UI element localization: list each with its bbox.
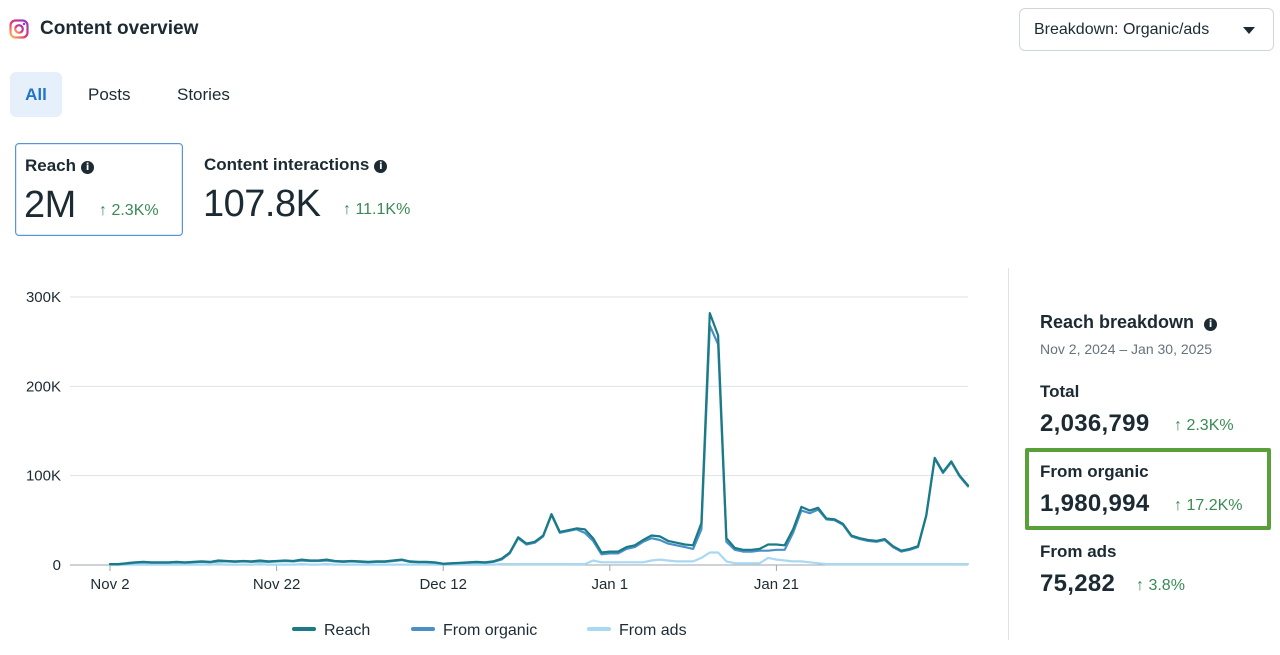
tab-stories[interactable]: Stories — [177, 85, 230, 104]
reach-line-chart: 0 100K 200K 300K Nov 2 Nov 22 Dec 12 Jan 1 Jan … — [26, 289, 970, 639]
reach-metric-title: Reach i — [25, 156, 95, 176]
ads-label: From ads — [1040, 542, 1117, 561]
reach-metric-card[interactable]: Reach i 2M ↑ 2.3K% — [15, 143, 183, 236]
y-tick-label: 200K — [26, 378, 61, 395]
tab-posts[interactable]: Posts — [88, 85, 131, 104]
y-tick-label: 300K — [26, 289, 61, 306]
legend-label[interactable]: From organic — [443, 622, 537, 639]
interactions-metric-card[interactable]: Content interactions i 107.8K ↑ 11.1K% — [196, 143, 436, 236]
organic-label: From organic — [1040, 462, 1149, 481]
info-icon[interactable]: i — [81, 161, 95, 174]
tab-all[interactable]: All — [10, 72, 62, 117]
page-title: Content overview — [40, 18, 199, 39]
series-line-from-organic[interactable] — [108, 324, 970, 566]
reach-metric-delta: ↑ 2.3K% — [99, 202, 159, 219]
x-tick-label: Jan 21 — [754, 576, 799, 593]
y-tick-label: 100K — [26, 468, 61, 485]
interactions-metric-label: Content interactions — [204, 155, 370, 174]
series-line-reach[interactable] — [108, 311, 970, 566]
x-tick-label: Nov 2 — [90, 576, 129, 593]
info-icon[interactable]: i — [1204, 318, 1218, 331]
x-tick-label: Dec 12 — [419, 576, 467, 593]
series-line-from-ads[interactable] — [108, 551, 970, 567]
info-icon[interactable]: i — [374, 160, 388, 173]
x-tick-label: Nov 22 — [253, 576, 301, 593]
breakdown-title-label: Reach breakdown — [1040, 312, 1195, 332]
legend-label[interactable]: From ads — [619, 622, 687, 639]
interactions-metric-title: Content interactions i — [204, 155, 388, 175]
reach-metric-value: 2M — [24, 184, 76, 226]
total-delta: ↑ 2.3K% — [1174, 417, 1234, 434]
panel-divider — [1008, 268, 1009, 640]
ads-value: 75,282 — [1040, 570, 1116, 597]
total-label: Total — [1040, 382, 1080, 401]
breakdown-dropdown-label: Breakdown: Organic/ads — [1034, 21, 1210, 38]
interactions-metric-value: 107.8K — [203, 183, 321, 225]
reach-metric-label: Reach — [25, 156, 77, 175]
breakdown-title: Reach breakdown i — [1040, 312, 1218, 333]
organic-delta: ↑ 17.2K% — [1174, 497, 1243, 514]
organic-value: 1,980,994 — [1040, 490, 1150, 517]
total-value: 2,036,799 — [1040, 410, 1150, 437]
breakdown-date-range: Nov 2, 2024 – Jan 30, 2025 — [1040, 341, 1213, 357]
y-tick-label: 0 — [53, 557, 61, 574]
ads-delta: ↑ 3.8% — [1136, 577, 1185, 594]
caret-down-icon — [1243, 27, 1255, 34]
instagram-icon — [9, 19, 29, 39]
breakdown-dropdown[interactable]: Breakdown: Organic/ads — [1019, 8, 1274, 51]
legend-label[interactable]: Reach — [324, 622, 370, 639]
x-tick-label: Jan 1 — [591, 576, 628, 593]
organic-highlight-box — [1025, 448, 1271, 530]
interactions-metric-delta: ↑ 11.1K% — [343, 201, 411, 218]
